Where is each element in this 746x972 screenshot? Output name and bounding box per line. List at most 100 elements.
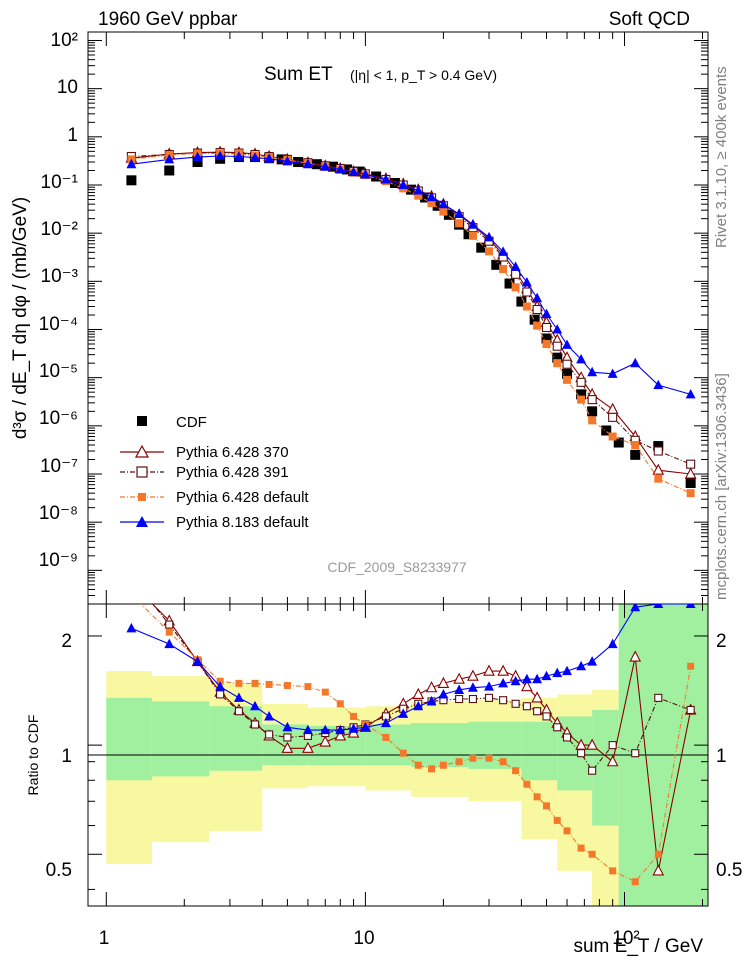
data-point	[463, 229, 474, 240]
data-point	[684, 467, 697, 479]
data-point	[420, 192, 431, 203]
ratio-point	[165, 620, 174, 629]
data-point	[541, 333, 552, 344]
data-point	[476, 242, 487, 253]
data-point	[529, 314, 540, 325]
legend-label: CDF	[176, 414, 207, 431]
data-point	[432, 200, 443, 211]
ratio-point	[629, 650, 642, 662]
x-tick-label: 10²	[612, 928, 639, 949]
data-point	[652, 463, 665, 475]
title-cut: (|η| < 1, p_T > 0.4 GeV)	[350, 67, 497, 83]
data-point	[576, 389, 587, 400]
ratio-point	[283, 733, 292, 742]
ratio-point	[334, 729, 347, 741]
main-series-layer	[125, 145, 697, 498]
band-inner	[151, 701, 210, 777]
ratio-point	[265, 730, 274, 739]
data-point	[443, 209, 454, 220]
ratio-point	[165, 628, 173, 636]
ratio-point	[399, 749, 407, 757]
data-point	[552, 352, 563, 363]
ratio-y-axis-label: Ratio to CDF	[25, 715, 41, 796]
ratio-point	[414, 761, 422, 769]
ratio-series-pythia-6-428-default	[140, 604, 695, 886]
data-point	[499, 265, 508, 274]
data-point	[653, 441, 664, 452]
data-point	[438, 198, 449, 209]
series-pythia-6-428-391	[126, 148, 696, 469]
arxiv-label: mcplots.cern.ch [arXiv:1306.3436]	[713, 373, 730, 600]
ratio-point	[398, 708, 409, 718]
ratio-point	[483, 664, 495, 676]
data-point	[521, 276, 532, 287]
y-tick-label-right: 0.5	[716, 860, 742, 881]
ratio-point	[235, 679, 243, 687]
ratio-y-tick-labels: 2 1 0.5 2 1 0.5	[46, 631, 743, 881]
x-tick-label: 1	[99, 928, 110, 949]
band-inner	[209, 706, 263, 771]
ratio-point	[126, 578, 136, 587]
data-point	[454, 208, 465, 219]
ratio-point	[541, 670, 552, 681]
ratio-point	[321, 688, 329, 696]
ratio-point	[302, 741, 314, 753]
ratio-point	[250, 700, 260, 711]
band-inner	[521, 721, 558, 781]
ratio-point	[511, 699, 520, 708]
ratio-point	[577, 844, 585, 852]
legend: CDF Pythia 6.428 370 Pythia 6.428 391 Py…	[120, 414, 309, 531]
ratio-point	[348, 723, 359, 733]
data-point	[468, 231, 477, 240]
ratio-point	[216, 690, 225, 699]
legend-label: Pythia 6.428 default	[176, 489, 309, 506]
data-point	[320, 161, 331, 171]
ratio-point	[543, 802, 551, 810]
ratio-point	[576, 660, 587, 671]
legend-marker-pdef	[138, 493, 146, 501]
ratio-point	[608, 741, 617, 750]
y-tick-label: 2	[61, 631, 72, 652]
ratio-point	[588, 850, 596, 858]
ratio-point	[498, 677, 509, 688]
data-point	[553, 359, 562, 368]
axis-ticks	[88, 32, 708, 906]
data-point	[342, 164, 353, 175]
ratio-point	[532, 673, 543, 684]
band-inner	[365, 724, 412, 766]
ratio-point	[467, 682, 478, 692]
ratio-point	[631, 749, 640, 758]
data-point	[653, 379, 664, 390]
ratio-point	[533, 707, 542, 716]
y-tick-label: 10⁻⁹	[39, 550, 78, 571]
data-point	[516, 296, 527, 307]
legend-label: Pythia 6.428 391	[176, 464, 289, 481]
ratio-point	[428, 765, 436, 773]
ratio-point	[563, 827, 571, 835]
beam-label: 1960 GeV ppbar	[98, 9, 238, 30]
y-tick-label-right: 1	[716, 746, 727, 767]
ratio-point	[499, 758, 507, 766]
data-point	[522, 302, 531, 311]
main-y-axis-label: d³σ / dE_T dη dφ / (mb/GeV)	[10, 197, 31, 439]
ratio-point	[469, 754, 477, 762]
data-point	[686, 489, 695, 498]
ratio-point	[630, 604, 641, 612]
data-point	[533, 321, 542, 330]
data-point	[504, 278, 515, 289]
legend-label: Pythia 6.428 370	[176, 444, 289, 461]
y-tick-label: 10	[57, 77, 78, 98]
data-point	[510, 261, 521, 271]
x-axis-label: sum E_T / GeV	[573, 936, 703, 957]
category-label: Soft QCD	[609, 9, 690, 30]
data-point	[192, 157, 203, 168]
data-point	[498, 246, 509, 256]
y-tick-label: 1	[67, 125, 78, 146]
ratio-point	[542, 712, 551, 721]
data-point	[455, 219, 464, 228]
ratio-point	[497, 664, 509, 676]
ratio-series-pythia-8-183-default	[126, 604, 696, 735]
legend-label: Pythia 8.183 default	[176, 514, 309, 531]
series-pythia-8-183-default	[126, 150, 696, 399]
data-point	[576, 377, 586, 387]
